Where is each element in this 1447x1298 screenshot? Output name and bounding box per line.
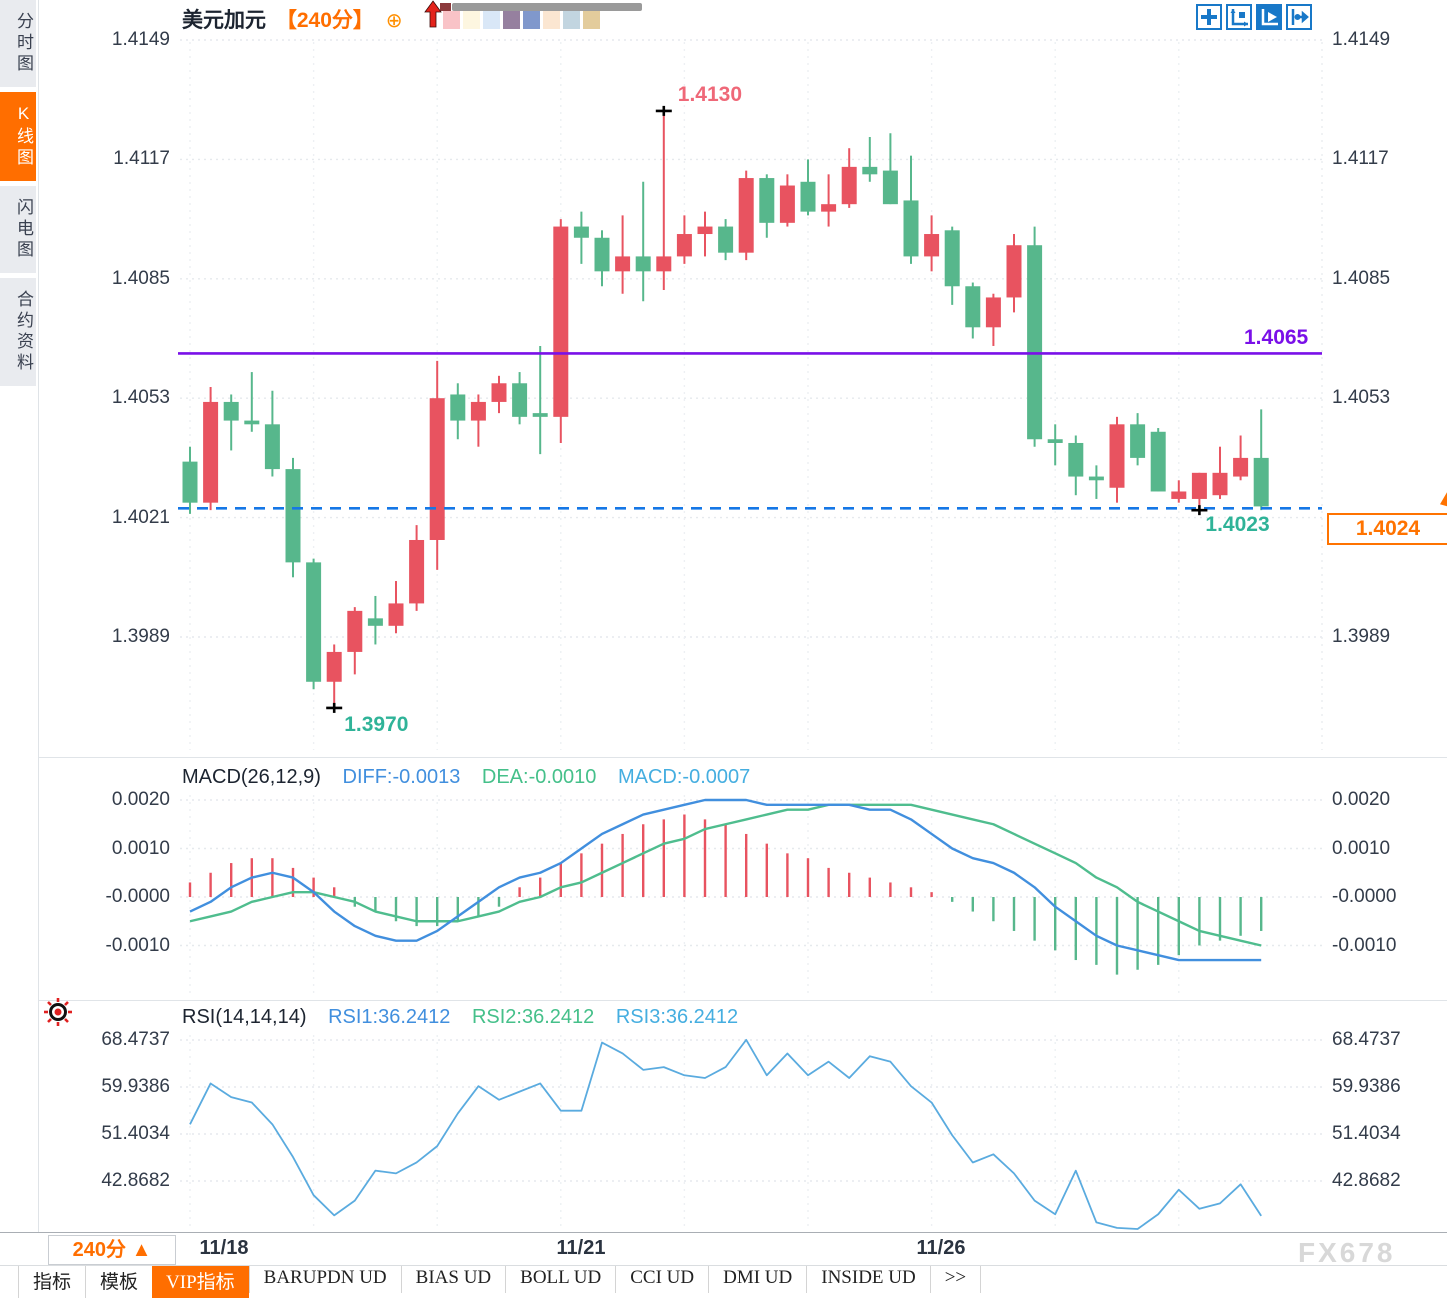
tab-bias[interactable]: BIAS UD <box>400 1266 505 1293</box>
palette-dark-swatch[interactable] <box>440 3 451 11</box>
tab-indicator[interactable]: 指标 <box>18 1266 85 1298</box>
color-swatch[interactable] <box>463 11 480 29</box>
rsi-name: RSI(14,14,14) <box>182 1006 307 1028</box>
sidebar-item-kline[interactable]: K线图 <box>0 92 36 181</box>
chart-canvas[interactable] <box>0 0 1447 1232</box>
macd-header: MACD(26,12,9) DIFF:-0.0013 DEA:-0.0010 M… <box>182 766 750 789</box>
color-swatch[interactable] <box>523 11 540 29</box>
tab-dmi[interactable]: DMI UD <box>708 1266 806 1293</box>
color-swatch[interactable] <box>483 11 500 29</box>
period-tag[interactable]: 【240分】 <box>275 9 374 32</box>
palette-drag-bar[interactable] <box>452 3 642 11</box>
chart-control-icons <box>1196 4 1312 30</box>
macd-dea-value: DEA:-0.0010 <box>481 766 597 788</box>
page-title: 美元加元 <box>182 9 266 32</box>
color-swatch[interactable] <box>543 11 560 29</box>
rsi2-value: RSI2:36.2412 <box>471 1006 595 1028</box>
tab-boll[interactable]: BOLL UD <box>505 1266 615 1293</box>
macd-macd-value: MACD:-0.0007 <box>617 766 751 788</box>
color-swatch[interactable] <box>563 11 580 29</box>
x-axis-date: 11/26 <box>916 1237 966 1259</box>
macd-name: MACD(26,12,9) <box>182 766 321 788</box>
indicator-tab-bar: 指标 模板 VIP指标 BARUPDN UD BIAS UD BOLL UD CCI UD D… <box>0 1265 1447 1298</box>
tab-template[interactable]: 模板 <box>85 1266 152 1298</box>
tab-cci[interactable]: CCI UD <box>615 1266 708 1293</box>
color-swatch[interactable] <box>443 11 460 29</box>
rsi3-value: RSI3:36.2412 <box>615 1006 739 1028</box>
x-axis-date: 11/18 <box>199 1237 249 1259</box>
tab-barupdn[interactable]: BARUPDN UD <box>248 1266 401 1293</box>
export-icon[interactable] <box>1286 4 1312 30</box>
sidebar-item-lightning[interactable]: 闪电图 <box>0 186 36 273</box>
last-price-tag[interactable]: 1.4024 <box>1327 513 1447 546</box>
period-selector[interactable]: 240分 ▲ <box>48 1235 176 1265</box>
color-swatch[interactable] <box>503 11 520 29</box>
watermark: FX678 <box>1298 1237 1396 1268</box>
x-axis-date: 11/21 <box>556 1237 606 1259</box>
chart-header: 美元加元 【240分】 ⊕ <box>182 4 403 34</box>
zoom-plus-icon[interactable]: ⊕ <box>385 10 403 32</box>
sidebar: 分时图 K线图闪电图合约资料 <box>0 0 39 1232</box>
period-arrow-icon: ▲ <box>131 1239 152 1261</box>
axis-scale-icon[interactable] <box>1256 4 1282 30</box>
x-axis-row: 240分 ▲ 11/18 11/21 11/26 FX678 <box>0 1232 1447 1268</box>
period-label: 240分 <box>72 1239 126 1261</box>
sidebar-item-timeshare[interactable]: 分时图 <box>0 0 36 87</box>
sidebar-item-contract[interactable]: 合约资料 <box>0 278 36 386</box>
rsi-header: RSI(14,14,14) RSI1:36.2412 RSI2:36.2412 … <box>182 1006 738 1029</box>
tab-more[interactable]: >> <box>929 1266 982 1293</box>
macd-diff-value: DIFF:-0.0013 <box>342 766 461 788</box>
tab-inside[interactable]: INSIDE UD <box>806 1266 929 1293</box>
axis-fit-icon[interactable] <box>1226 4 1252 30</box>
cursor-arrow-icon <box>424 0 442 28</box>
tab-vip-indicator[interactable]: VIP指标 <box>152 1266 249 1298</box>
color-swatch[interactable] <box>583 11 600 29</box>
indicator-settings-icon[interactable] <box>42 997 74 1029</box>
move-icon[interactable] <box>1196 4 1222 30</box>
rsi1-value: RSI1:36.2412 <box>328 1006 451 1028</box>
